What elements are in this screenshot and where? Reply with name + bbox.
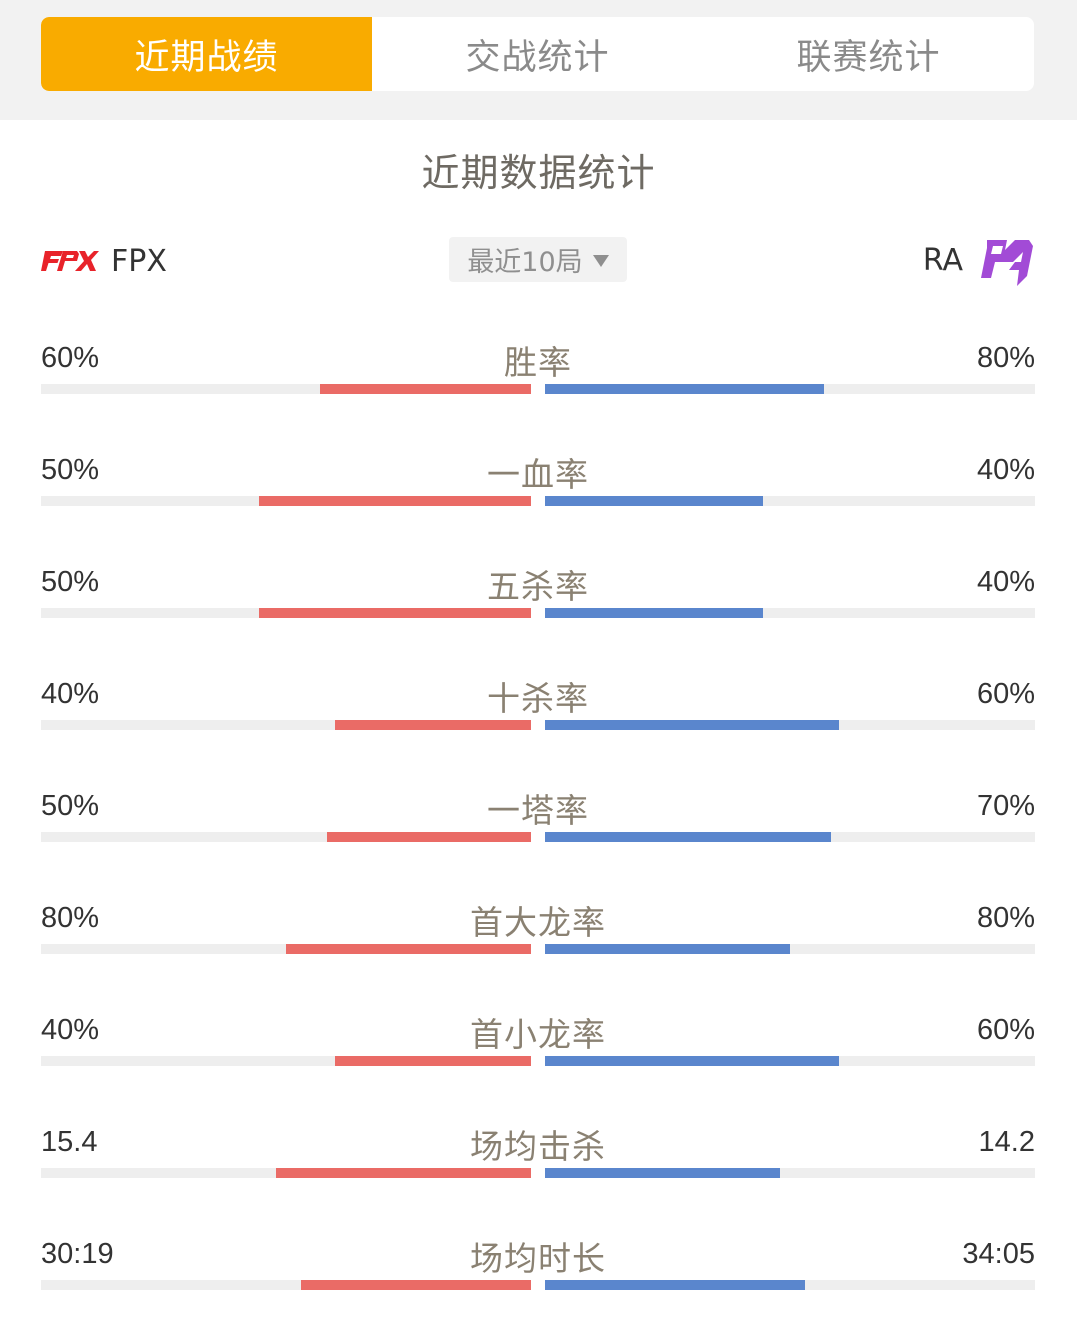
right-team-value: 34:05 bbox=[962, 1238, 1035, 1270]
left-bar-fill bbox=[301, 1280, 531, 1290]
left-bar-track bbox=[41, 384, 531, 394]
right-bar-fill bbox=[545, 1168, 780, 1178]
right-bar-track bbox=[545, 496, 1035, 506]
caret-down-icon bbox=[592, 254, 609, 267]
left-team-value: 30:19 bbox=[41, 1238, 114, 1270]
tab-league-stats[interactable]: 联赛统计 bbox=[796, 37, 941, 78]
right-team-value: 80% bbox=[976, 342, 1035, 374]
left-team-value: 80% bbox=[41, 902, 100, 934]
right-bar-track bbox=[545, 1280, 1035, 1290]
right-bar-fill bbox=[545, 720, 839, 730]
stat-row: 50% 一塔率 70% bbox=[41, 790, 1035, 902]
right-bar-fill bbox=[545, 944, 790, 954]
stat-row: 15.4 场均击杀 14.2 bbox=[41, 1126, 1035, 1238]
stat-row: 40% 首小龙率 60% bbox=[41, 1014, 1035, 1126]
right-team-name: RA bbox=[922, 242, 963, 278]
right-bar-fill bbox=[545, 832, 831, 842]
right-bar-track bbox=[545, 1056, 1035, 1066]
stat-label: 一塔率 bbox=[487, 791, 589, 830]
right-bar-fill bbox=[545, 1056, 839, 1066]
tab-head-to-head[interactable]: 交战统计 bbox=[465, 37, 610, 78]
stat-row: 50% 一血率 40% bbox=[41, 454, 1035, 566]
stat-row: 60% 胜率 80% bbox=[41, 342, 1035, 454]
tab-bar: 近期战绩 交战统计 联赛统计 bbox=[41, 17, 1034, 91]
left-bar-track bbox=[41, 944, 531, 954]
left-bar-fill bbox=[276, 1168, 531, 1178]
right-bar-track bbox=[545, 720, 1035, 730]
stat-row: 50% 五杀率 40% bbox=[41, 566, 1035, 678]
right-team-value: 40% bbox=[976, 454, 1035, 486]
match-range-value: 最近10局 bbox=[467, 247, 583, 278]
left-team-value: 60% bbox=[41, 342, 100, 374]
left-bar-track bbox=[41, 720, 531, 730]
left-team-value: 50% bbox=[41, 454, 100, 486]
right-team: RA bbox=[923, 230, 1035, 290]
left-bar-fill bbox=[320, 384, 531, 394]
right-team-value: 60% bbox=[976, 678, 1035, 710]
left-team-value: 50% bbox=[41, 566, 100, 598]
left-team-value: 15.4 bbox=[41, 1126, 98, 1158]
right-team-value: 70% bbox=[976, 790, 1035, 822]
ra-logo-icon bbox=[981, 240, 1033, 286]
left-team-name: FPX bbox=[111, 243, 167, 279]
right-team-value: 80% bbox=[976, 902, 1035, 934]
right-bar-fill bbox=[545, 384, 824, 394]
left-team-value: 40% bbox=[41, 678, 100, 710]
stat-label: 场均击杀 bbox=[470, 1127, 606, 1166]
section-title: 近期数据统计 bbox=[421, 151, 656, 195]
stat-label: 一血率 bbox=[487, 455, 589, 494]
left-bar-track bbox=[41, 496, 531, 506]
right-bar-track bbox=[545, 832, 1035, 842]
left-bar-fill bbox=[335, 1056, 531, 1066]
right-bar-fill bbox=[545, 608, 763, 618]
left-bar-track bbox=[41, 1056, 531, 1066]
right-team-value: 40% bbox=[976, 566, 1035, 598]
stat-label: 首大龙率 bbox=[470, 903, 606, 942]
right-bar-track bbox=[545, 944, 1035, 954]
left-bar-fill bbox=[259, 608, 531, 618]
left-bar-track bbox=[41, 1280, 531, 1290]
stat-row: 30:19 场均时长 34:05 bbox=[41, 1238, 1035, 1327]
stat-row: 80% 首大龙率 80% bbox=[41, 902, 1035, 1014]
left-bar-track bbox=[41, 608, 531, 618]
right-bar-track bbox=[545, 1168, 1035, 1178]
stat-label: 胜率 bbox=[504, 343, 572, 382]
right-bar-track bbox=[545, 384, 1035, 394]
fpx-logo-icon bbox=[41, 251, 99, 271]
stat-row: 40% 十杀率 60% bbox=[41, 678, 1035, 790]
match-range-dropdown[interactable]: 最近10局 bbox=[449, 237, 627, 282]
stat-label: 场均时长 bbox=[470, 1239, 606, 1278]
left-team: FPX bbox=[41, 236, 167, 286]
left-bar-fill bbox=[286, 944, 531, 954]
left-bar-fill bbox=[259, 496, 531, 506]
right-bar-fill bbox=[545, 496, 763, 506]
stat-label: 首小龙率 bbox=[470, 1015, 606, 1054]
tab-recent-record[interactable]: 近期战绩 bbox=[41, 17, 372, 91]
stat-label: 十杀率 bbox=[487, 679, 589, 718]
left-bar-fill bbox=[335, 720, 531, 730]
left-team-value: 50% bbox=[41, 790, 100, 822]
stat-label: 五杀率 bbox=[487, 567, 589, 606]
right-team-value: 14.2 bbox=[978, 1126, 1035, 1158]
left-bar-track bbox=[41, 832, 531, 842]
left-bar-fill bbox=[327, 832, 531, 842]
right-team-value: 60% bbox=[976, 1014, 1035, 1046]
right-bar-track bbox=[545, 608, 1035, 618]
left-team-value: 40% bbox=[41, 1014, 100, 1046]
left-bar-track bbox=[41, 1168, 531, 1178]
right-bar-fill bbox=[545, 1280, 805, 1290]
